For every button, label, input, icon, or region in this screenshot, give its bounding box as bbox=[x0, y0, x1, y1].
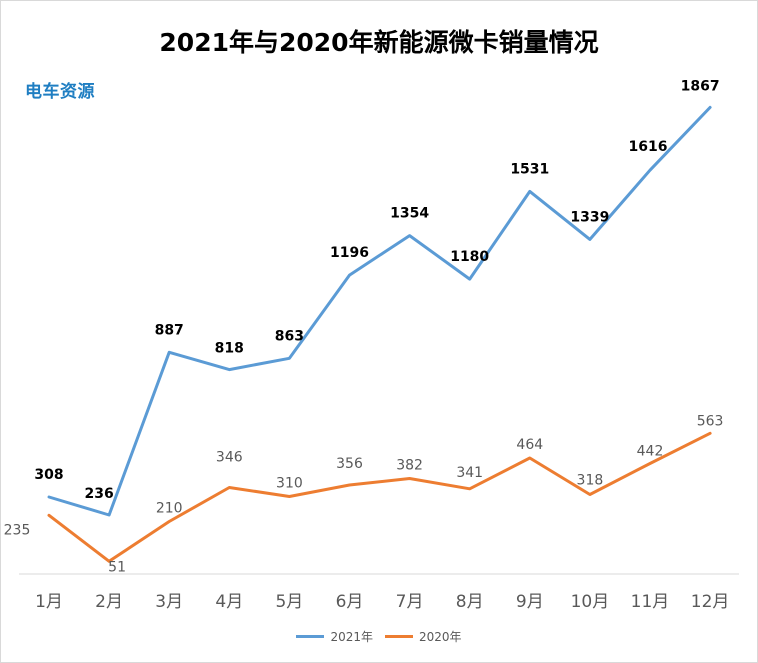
data-label-2021: 1531 bbox=[510, 161, 549, 177]
data-label-2020: 346 bbox=[216, 450, 243, 466]
data-label-2020: 51 bbox=[108, 559, 126, 575]
legend-swatch bbox=[296, 635, 325, 638]
x-tick-label: 3月 bbox=[155, 592, 183, 612]
data-label-2020: 318 bbox=[577, 473, 604, 489]
legend: 2021年 2020年 bbox=[1, 627, 757, 645]
series-line-2021 bbox=[47, 105, 712, 517]
x-tick-label: 2月 bbox=[95, 592, 123, 612]
data-label-2020: 442 bbox=[637, 444, 664, 460]
data-label-2021: 887 bbox=[155, 322, 184, 338]
legend-item: 2021年 bbox=[296, 628, 373, 645]
data-label-2021: 863 bbox=[275, 328, 304, 344]
data-label-2020: 464 bbox=[516, 437, 543, 453]
legend-label: 2020年 bbox=[419, 630, 462, 644]
data-label-2020: 210 bbox=[156, 501, 183, 517]
data-label-2021: 1196 bbox=[330, 245, 369, 261]
data-label-2020: 382 bbox=[396, 458, 423, 474]
brand-logo: 电车资源 bbox=[25, 77, 95, 102]
x-tick-label: 1月 bbox=[35, 592, 63, 612]
data-label-2021: 1339 bbox=[570, 209, 609, 225]
data-label-2021: 236 bbox=[84, 486, 113, 502]
legend-label: 2021年 bbox=[330, 630, 373, 644]
data-label-2021: 1867 bbox=[681, 78, 720, 94]
data-label-2020: 563 bbox=[697, 413, 724, 429]
x-tick-label: 4月 bbox=[215, 592, 243, 612]
data-label-2020: 341 bbox=[456, 465, 483, 481]
series-line-2020 bbox=[47, 431, 712, 563]
x-tick-label: 9月 bbox=[516, 592, 544, 612]
data-label-2021: 1616 bbox=[629, 139, 668, 155]
x-tick-label: 12月 bbox=[691, 592, 730, 612]
x-tick-label: 7月 bbox=[396, 592, 424, 612]
data-label-2021: 1354 bbox=[390, 206, 429, 222]
data-label-2020: 310 bbox=[276, 476, 303, 492]
data-label-2021: 818 bbox=[215, 341, 244, 357]
x-tick-label: 6月 bbox=[336, 592, 364, 612]
x-tick-label: 5月 bbox=[275, 592, 303, 612]
data-label-2021: 1180 bbox=[450, 249, 489, 265]
legend-swatch bbox=[385, 635, 413, 638]
data-label-2020: 356 bbox=[336, 456, 363, 472]
x-tick-label: 11月 bbox=[631, 592, 670, 612]
legend-item: 2020年 bbox=[385, 628, 462, 645]
x-tick-label: 8月 bbox=[456, 592, 484, 612]
data-label-2020: 235 bbox=[4, 522, 31, 538]
chart-title: 2021年与2020年新能源微卡销量情况 bbox=[159, 28, 599, 57]
x-tick-label: 10月 bbox=[571, 592, 610, 612]
data-label-2021: 308 bbox=[34, 467, 63, 483]
brand-logo-text: 电车资源 bbox=[25, 82, 95, 102]
